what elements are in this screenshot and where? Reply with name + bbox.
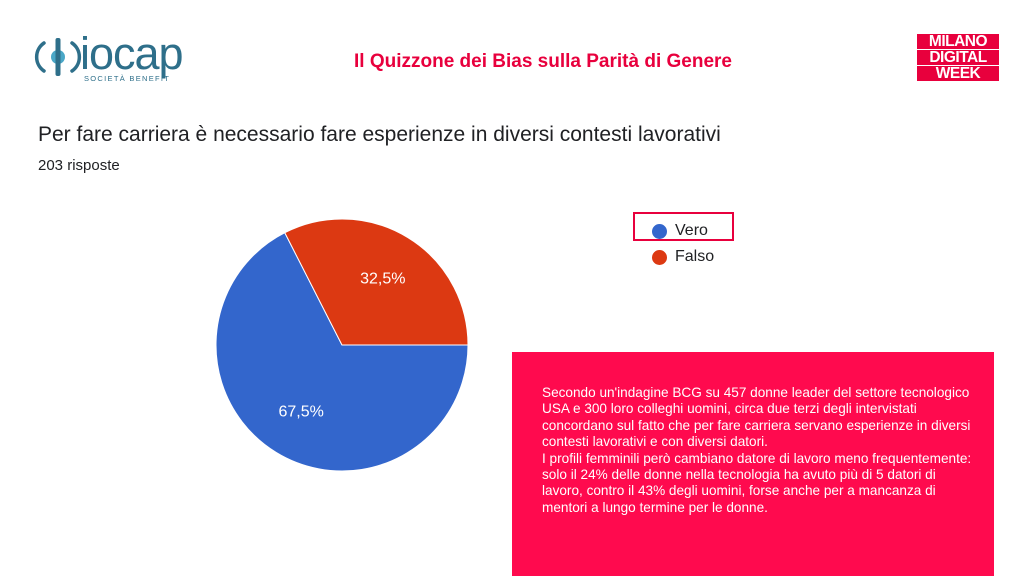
legend-item-falso: Falso bbox=[652, 244, 714, 270]
pie-slice-falso bbox=[284, 218, 469, 346]
iocap-logo: iocap SOCIETÀ BENEFIT bbox=[34, 30, 194, 86]
info-box: Secondo un'indagine BCG su 457 donne lea… bbox=[512, 352, 994, 576]
slide-title: Il Quizzone dei Bias sulla Parità di Gen… bbox=[353, 51, 732, 72]
logo-wordmark: iocap bbox=[80, 28, 184, 79]
iocap-mark-icon bbox=[34, 38, 82, 76]
milano-digital-week-logo: MILANO DIGITAL WEEK bbox=[917, 34, 999, 84]
pie-label-falso: 32,5% bbox=[360, 270, 405, 287]
info-paragraph-1: Secondo un'indagine BCG su 457 donne lea… bbox=[542, 385, 971, 450]
logo-subtitle: SOCIETÀ BENEFIT bbox=[84, 74, 171, 83]
event-logo-line-1: MILANO bbox=[917, 34, 999, 49]
legend-swatch-falso bbox=[652, 249, 667, 265]
response-count: 203 risposte bbox=[38, 157, 120, 174]
event-logo-line-2: DIGITAL bbox=[917, 50, 999, 65]
pie-label-vero: 67,5% bbox=[278, 404, 323, 421]
info-text: Secondo un'indagine BCG su 457 donne lea… bbox=[542, 385, 972, 516]
legend-swatch-vero bbox=[652, 223, 667, 239]
legend-label-falso: Falso bbox=[675, 248, 715, 265]
chart-legend: Vero Falso bbox=[652, 218, 714, 270]
event-logo-line-3: WEEK bbox=[917, 66, 999, 81]
question-title: Per fare carriera è necessario fare espe… bbox=[38, 123, 721, 146]
info-paragraph-2: I profili femminili però cambiano datore… bbox=[542, 450, 972, 515]
legend-item-vero: Vero bbox=[652, 218, 714, 244]
pie-slice-vero bbox=[215, 232, 469, 472]
legend-label-vero: Vero bbox=[675, 222, 708, 239]
legend-highlight-frame bbox=[633, 212, 734, 241]
